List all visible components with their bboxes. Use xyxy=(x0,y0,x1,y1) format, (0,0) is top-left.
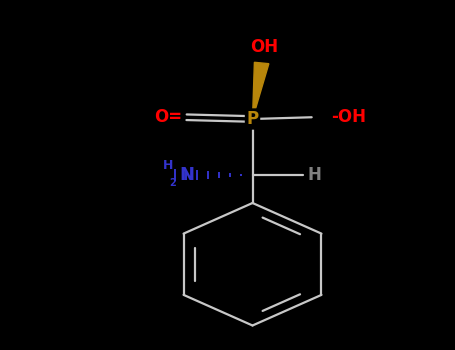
Text: H: H xyxy=(307,166,321,184)
Text: -OH: -OH xyxy=(331,108,366,126)
Text: 2: 2 xyxy=(170,178,176,189)
Text: O=: O= xyxy=(154,108,182,126)
Text: OH: OH xyxy=(250,38,278,56)
Text: N: N xyxy=(180,166,195,184)
Text: P: P xyxy=(247,110,258,128)
Polygon shape xyxy=(253,62,269,119)
Text: H: H xyxy=(162,159,173,172)
